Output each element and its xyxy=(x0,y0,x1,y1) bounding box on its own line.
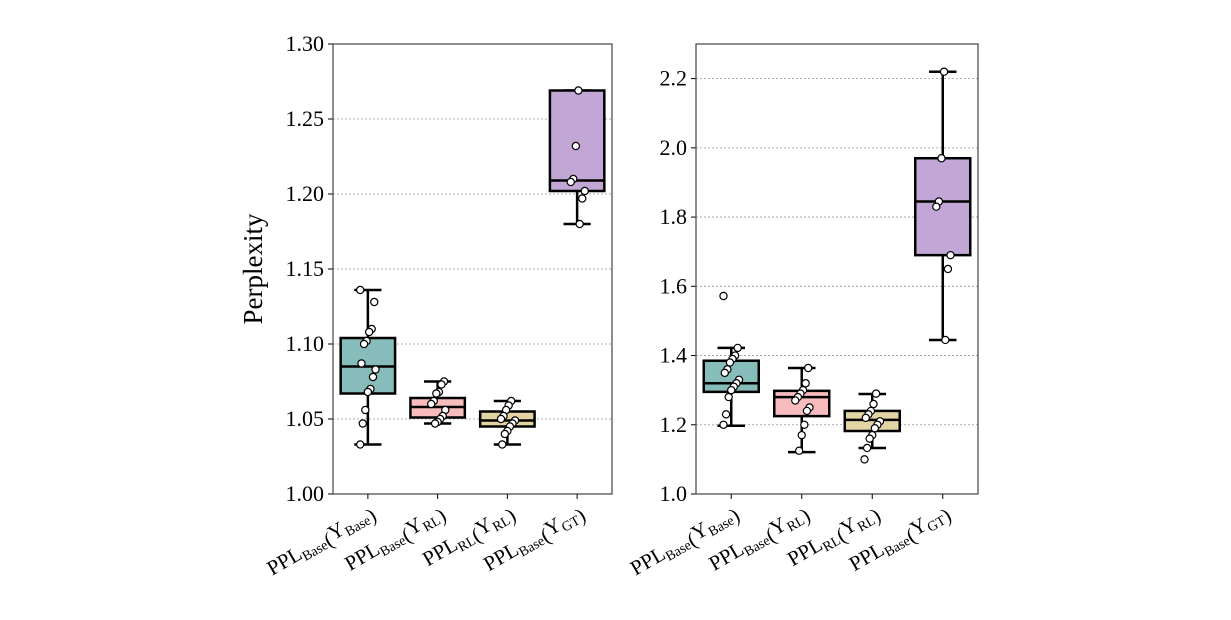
data-point xyxy=(368,372,378,382)
data-point xyxy=(578,194,587,203)
box-2 xyxy=(409,377,467,428)
data-point xyxy=(797,430,806,440)
y-tick-label: 1.0 xyxy=(660,481,688,506)
box-4 xyxy=(548,86,606,229)
data-point xyxy=(733,343,742,353)
data-point xyxy=(356,440,365,449)
data-point xyxy=(361,405,370,415)
data-point xyxy=(432,389,441,398)
box-3 xyxy=(478,396,536,449)
data-point xyxy=(943,264,953,274)
y-tick-label: 1.30 xyxy=(286,31,325,56)
y-tick-label: 2.2 xyxy=(660,66,688,91)
x-label-part: PPL xyxy=(263,541,306,580)
axes-frame xyxy=(332,43,613,495)
y-tick-label: 1.10 xyxy=(286,331,325,356)
data-point xyxy=(941,335,950,345)
box-iqr xyxy=(914,156,972,257)
data-point xyxy=(937,154,946,163)
data-point xyxy=(496,414,506,424)
x-label-part: PPL xyxy=(705,537,748,576)
x-tick-label: PPLBase(YGT) xyxy=(845,500,955,580)
box-2 xyxy=(773,363,831,455)
y-tick-label: 1.00 xyxy=(286,481,325,506)
y-tick-label: 2.0 xyxy=(660,135,688,160)
x-label-part: PPL xyxy=(783,532,826,571)
data-point xyxy=(724,392,733,402)
data-point xyxy=(939,67,949,76)
data-point xyxy=(720,368,729,378)
data-point xyxy=(870,424,880,433)
data-point xyxy=(946,250,955,260)
box-1 xyxy=(339,285,397,449)
data-point xyxy=(801,379,810,388)
box-4 xyxy=(914,67,972,345)
data-point xyxy=(358,419,367,428)
x-label-part: PPL xyxy=(479,537,522,576)
data-point xyxy=(791,396,800,405)
data-point xyxy=(725,358,735,367)
data-point xyxy=(566,177,575,187)
x-label-part: PPL xyxy=(340,537,383,576)
data-point xyxy=(357,359,366,368)
data-point xyxy=(800,420,809,429)
y-tick-label: 1.2 xyxy=(660,412,688,437)
data-point xyxy=(580,186,589,196)
data-point xyxy=(370,297,379,307)
data-point xyxy=(721,410,731,419)
y-tick-label: 1.05 xyxy=(286,406,325,431)
data-point xyxy=(371,365,380,374)
y-tick-label: 1.6 xyxy=(660,273,688,298)
x-label-part: PPL xyxy=(845,537,888,576)
box-3 xyxy=(843,389,901,464)
y-tick-label: 1.20 xyxy=(286,181,325,206)
y-axis-label: Perplexity xyxy=(238,213,268,324)
x-tick-label: PPLBase(YGT) xyxy=(479,500,589,580)
box-1 xyxy=(702,291,760,429)
data-point xyxy=(363,387,373,397)
y-tick-label: 1.4 xyxy=(660,343,688,368)
data-point xyxy=(430,419,440,428)
box-iqr xyxy=(548,89,606,193)
data-point xyxy=(727,385,736,395)
data-point xyxy=(862,443,872,453)
data-point xyxy=(574,86,583,95)
data-point xyxy=(427,399,436,409)
data-point xyxy=(575,219,584,229)
y-tick-label: 1.15 xyxy=(286,256,325,281)
chart-panel-2: 1.01.21.41.61.82.02.2PPLBase(YBase)PPLBa… xyxy=(626,43,979,580)
data-point xyxy=(871,389,881,398)
x-label-part: PPL xyxy=(626,541,669,580)
data-point xyxy=(804,363,813,373)
data-point xyxy=(571,141,581,151)
y-tick-label: 1.25 xyxy=(286,106,325,131)
data-point xyxy=(719,291,728,301)
data-point xyxy=(865,434,874,443)
data-point xyxy=(359,339,369,349)
y-tick-label: 1.8 xyxy=(660,204,688,229)
x-label-part: PPL xyxy=(418,532,461,571)
data-point xyxy=(861,413,870,423)
data-point xyxy=(437,380,446,389)
data-point xyxy=(802,406,812,416)
data-point xyxy=(860,455,869,464)
chart-panel-1: 1.001.051.101.151.201.251.30PPLBase(YBas… xyxy=(263,31,613,580)
data-point xyxy=(932,202,941,211)
data-point xyxy=(869,399,878,409)
data-point xyxy=(364,327,374,337)
axes-frame xyxy=(695,43,979,495)
data-point xyxy=(719,420,728,429)
data-point xyxy=(500,429,510,439)
data-point xyxy=(498,440,507,449)
data-point xyxy=(794,446,804,455)
data-point xyxy=(356,285,365,295)
